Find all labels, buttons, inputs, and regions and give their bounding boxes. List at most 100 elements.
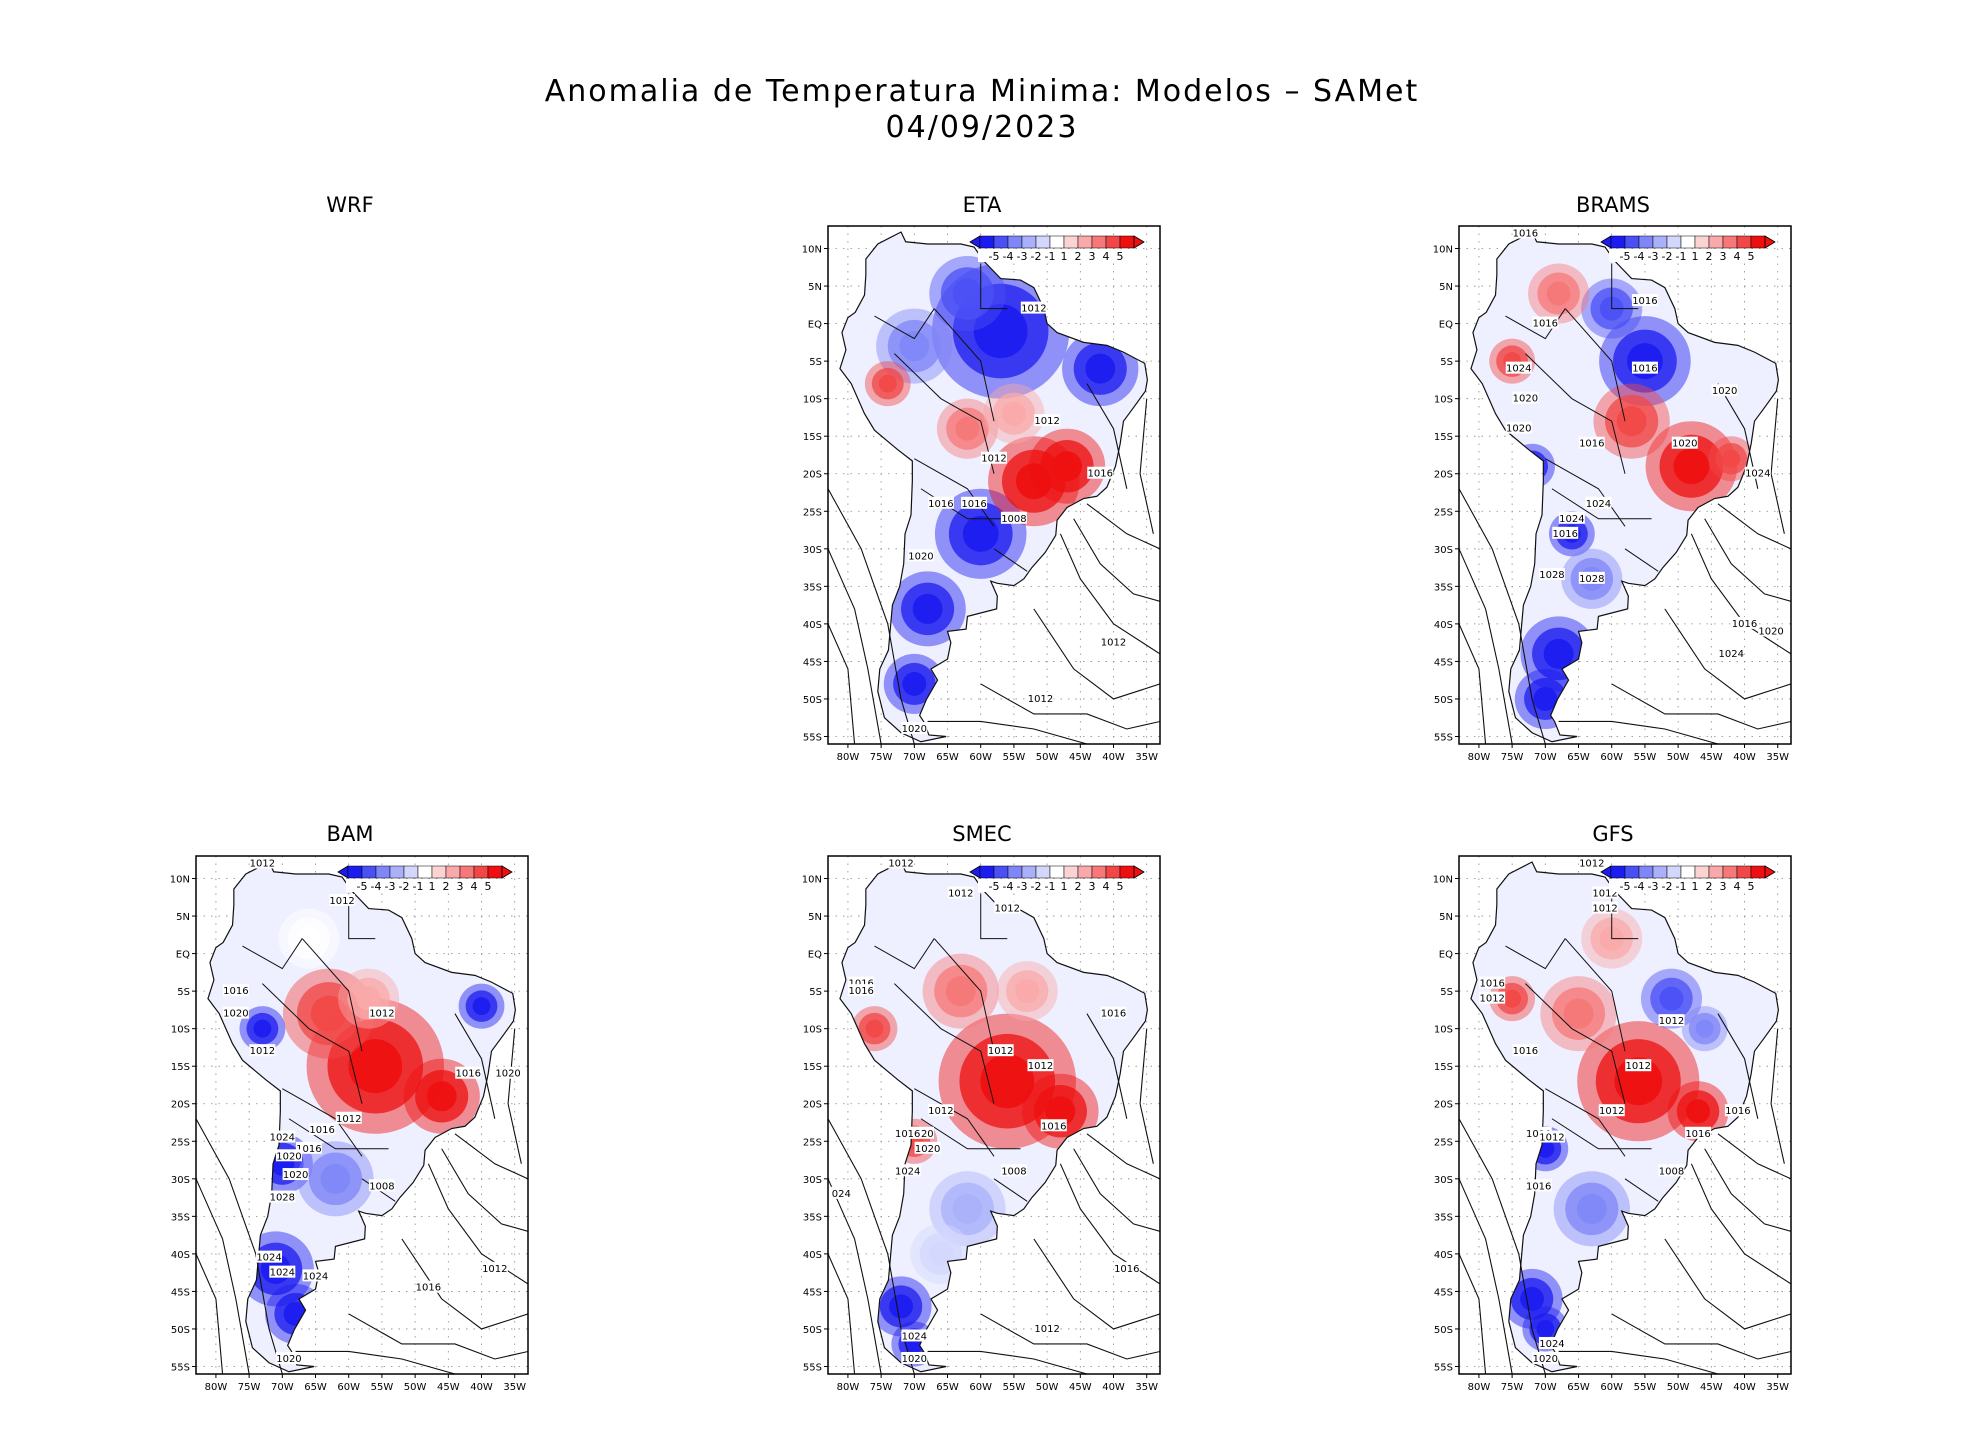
isobar-label: 1008 [1001,514,1026,525]
lon-tick-label: 80W [1468,1382,1491,1393]
lat-tick-label: 5S [1440,987,1453,998]
isobar-label: 1020 [1533,1354,1558,1365]
isobar-label: 1020 [276,1151,301,1162]
isobar-label: 1012 [988,1046,1013,1057]
colorbar-swatch [1049,235,1065,249]
isobar-label: 1028 [1579,574,1604,585]
lat-tick-label: 15S [803,1062,822,1073]
lon-tick-label: 75W [1501,1382,1524,1393]
lon-tick-label: 70W [271,1382,294,1393]
isobar-label: 1024 [256,1253,281,1264]
lat-tick-label: 15S [803,432,822,443]
colorbar-label: -2 [1031,880,1042,893]
lon-tick-label: 70W [903,1382,926,1393]
isobar-label: 1016 [848,979,873,990]
colorbar-swatch [1694,865,1710,879]
isobar-label: 1012 [250,859,275,870]
colorbar-label: 2 [1706,880,1713,893]
lat-tick-label: 30S [1434,1175,1453,1186]
lat-tick-label: 20S [803,470,822,481]
isobar-lines [1459,383,1791,744]
lon-tick-label: 80W [837,1382,860,1393]
lat-tick-label: 35S [1434,582,1453,593]
colorbar-label: -3 [1017,880,1028,893]
lat-tick-label: 40S [1434,620,1453,631]
colorbar-label: 3 [1720,250,1727,263]
colorbar-swatch [1750,235,1766,249]
lat-tick-label: 5S [177,987,190,998]
colorbar-swatch [487,865,503,879]
lat-tick-label: 45S [803,657,822,668]
isobar-lines [1459,1013,1791,1374]
lat-tick-label: 10S [171,1025,190,1036]
colorbar-label: 5 [1117,250,1124,263]
isobar-label: 1020 [908,551,933,562]
lat-tick-label: 50S [171,1325,190,1336]
isobar-label: 1012 [1034,1324,1059,1335]
lat-tick-label: 45S [803,1287,822,1298]
colorbar-swatch [1021,235,1037,249]
lon-tick-label: 55W [371,1382,394,1393]
colorbar-swatch [993,235,1009,249]
isobar-label: 1012 [888,859,913,870]
colorbar-swatch [403,865,419,879]
lat-tick-label: 10N [802,245,822,256]
map-panel-eta: 1012 1012 1016 1012 1016 1016 1008 1020 1012 1012… [802,225,1161,763]
lat-tick-label: 35S [171,1212,190,1223]
colorbar-swatch [361,865,377,879]
colorbar: -5 -4 -3 -2 -1 1 2 3 4 5 [1600,865,1776,893]
lon-tick-label: 50W [1036,1382,1059,1393]
lat-tick-label: 25S [171,1137,190,1148]
panel-title-eta: ETA [962,193,1002,217]
lat-tick-label: 10N [170,875,190,886]
lat-tick-label: 30S [1434,545,1453,556]
colorbar-label: 2 [1075,880,1082,893]
isobar-label: 1012 [1626,1061,1651,1072]
isobar-label: 1012 [1479,994,1504,1005]
colorbar-label: 2 [1706,250,1713,263]
coastline [839,861,1148,1373]
colorbar-label: -2 [1031,250,1042,263]
lon-tick-label: 40W [1733,1382,1756,1393]
isobar-label: 1008 [1001,1166,1026,1177]
colorbar-swatch [1680,235,1696,249]
lat-tick-label: 55S [171,1362,190,1373]
colorbar-swatch [1091,235,1107,249]
colorbar-label: -4 [1003,880,1014,893]
isobar-label: 1016 [1101,1009,1126,1020]
lat-tick-label: 40S [803,620,822,631]
colorbar-label: 5 [485,880,492,893]
lat-tick-label: 55S [803,1362,822,1373]
isobar-label: 1012 [336,1114,361,1125]
lon-tick-label: 50W [1036,752,1059,763]
isobar-label: 1016 [309,1125,334,1136]
colorbar-label: 4 [1103,250,1110,263]
lat-tick-label: 10N [1433,245,1453,256]
lon-tick-label: 40W [1102,752,1125,763]
lat-tick-label: 40S [803,1250,822,1261]
lat-tick-label: 50S [803,695,822,706]
map-panel-gfs: 1012 1012 1012 1016 1012 1012 1016 1012 1012 1016… [1433,855,1792,1393]
isobar-label: 1020 [1672,439,1697,450]
lon-tick-label: 35W [1766,752,1789,763]
lat-tick-label: 5N [176,912,190,923]
isobar-label: 1012 [1101,638,1126,649]
lon-tick-label: 75W [870,752,893,763]
isobar-label: 1008 [1659,1166,1684,1177]
colorbar-label: 3 [1720,880,1727,893]
colorbar-label: -4 [1634,880,1645,893]
isobar-label: 1028 [270,1193,295,1204]
isobar-label: 1016 [928,499,953,510]
lon-tick-label: 45W [437,1382,460,1393]
lat-tick-label: 5S [809,987,822,998]
isobar-label: 1012 [1539,1133,1564,1144]
isobar-label: 1012 [369,1009,394,1020]
colorbar-swatch [1694,235,1710,249]
isobar-label: 1020 [1506,424,1531,435]
lat-tick-label: 50S [1434,1325,1453,1336]
colorbar: -5 -4 -3 -2 -1 1 2 3 4 5 [969,865,1145,893]
isobar-label: 1024 [902,1331,927,1342]
lat-tick-label: 45S [1434,657,1453,668]
isobar-label: 1012 [1034,416,1059,427]
